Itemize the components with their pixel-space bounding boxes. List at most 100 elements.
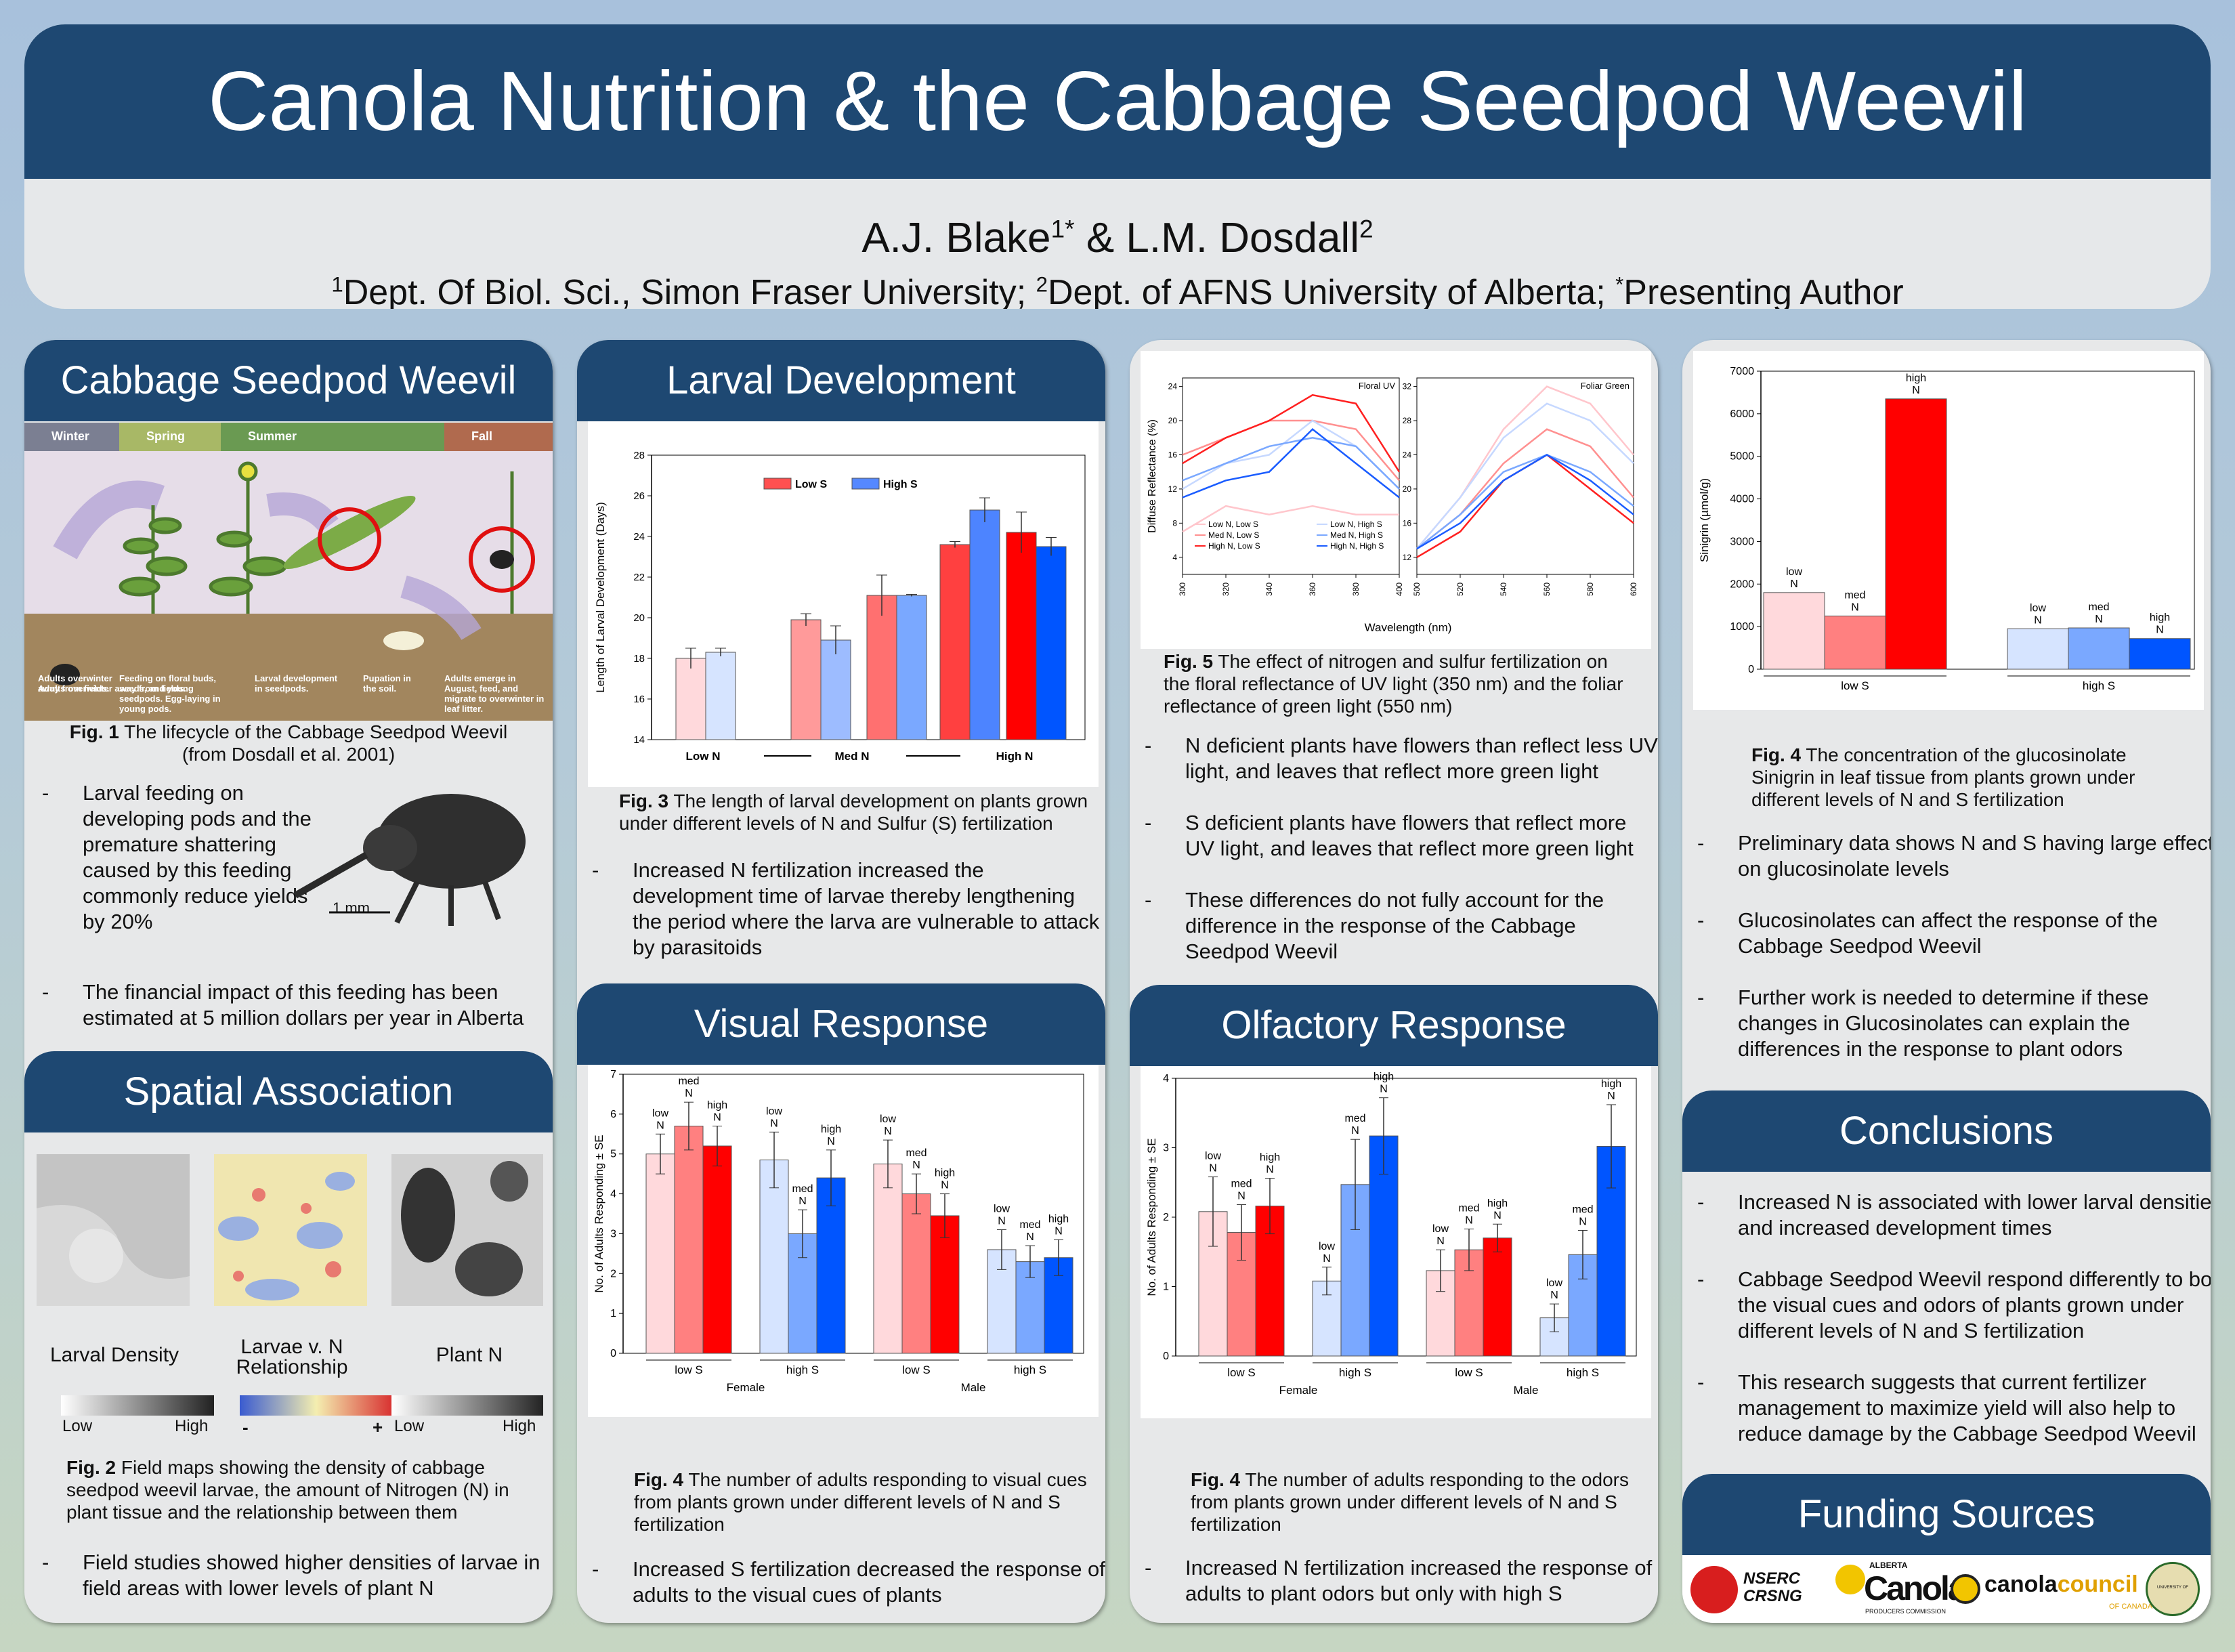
- visual-heading: Visual Response: [577, 983, 1105, 1065]
- y-tick-label: 20: [1403, 484, 1412, 494]
- y-tick-label: 32: [1403, 382, 1412, 391]
- legend-high-s: High S: [883, 479, 918, 490]
- n-marker: N: [884, 1126, 892, 1137]
- series-line: [1182, 394, 1401, 473]
- n-marker: N: [1266, 1164, 1274, 1176]
- x-tick-label: 540: [1499, 583, 1508, 596]
- bar: [1763, 592, 1825, 670]
- conclusion-3: This research suggests that current fert…: [1697, 1370, 2211, 1447]
- level-label: med: [2088, 601, 2109, 613]
- fig1-label: Fig. 1: [69, 721, 119, 742]
- council-text: council: [2057, 1571, 2138, 1597]
- map-label-relationship: Larvae v. N Relationship: [236, 1336, 348, 1378]
- level-label: med: [678, 1076, 699, 1087]
- weevil-heading: Cabbage Seedpod Weevil: [24, 340, 553, 421]
- level-label: low: [994, 1204, 1010, 1215]
- panel-frame: [1182, 377, 1400, 575]
- stage-label-2: Feeding on floral buds, seeds, and young…: [119, 673, 221, 714]
- conclusion-2: Cabbage Seedpod Weevil respond different…: [1697, 1267, 2211, 1344]
- y-tick-label: 4: [610, 1189, 616, 1200]
- n-marker: N: [1323, 1253, 1331, 1265]
- y-tick-label: 1000: [1730, 621, 1754, 633]
- y-tick-label: 6: [610, 1109, 616, 1120]
- legend1-low: Low: [62, 1417, 93, 1435]
- bar: [820, 639, 851, 740]
- fig3-caption: Fig. 3 The length of larval development …: [619, 790, 1093, 834]
- sex-label-female: Female: [727, 1381, 765, 1394]
- legend-swatch-low-s: [763, 478, 792, 490]
- level-label: high: [1048, 1213, 1069, 1225]
- x-label-med-n: Med N: [835, 750, 870, 763]
- y-tick-label: 12: [1168, 484, 1178, 494]
- legend1-high: High: [175, 1417, 209, 1435]
- level-label: low: [652, 1107, 668, 1119]
- y-axis-label: Length of Larval Development (Days): [594, 502, 607, 693]
- y-tick-label: 5000: [1730, 451, 1754, 463]
- author-2-sup: 2: [1359, 214, 1374, 243]
- panel-title: Foliar Green: [1581, 381, 1630, 391]
- y-tick-label: 8: [1172, 518, 1177, 528]
- funding-heading: Funding Sources: [1682, 1474, 2211, 1555]
- y-tick-label: 0: [1748, 664, 1754, 675]
- reflectance-chart: Diffuse Reflectance (%) Wavelength (nm) Fl…: [1141, 351, 1651, 649]
- bar: [896, 595, 927, 740]
- level-label: low: [1432, 1223, 1449, 1235]
- n-marker: N: [770, 1118, 778, 1129]
- producers-text: PRODUCERS COMMISSION: [1865, 1608, 1946, 1615]
- bar: [2068, 627, 2130, 670]
- n-marker: N: [2034, 614, 2042, 626]
- bar: [816, 1177, 846, 1354]
- bar: [901, 1193, 931, 1354]
- stage-label-5: Adults emerge in August, feed, and migra…: [444, 673, 545, 714]
- y-tick-label: 28: [1403, 416, 1412, 425]
- group-label: low S: [902, 1363, 931, 1376]
- n-marker: N: [2095, 614, 2103, 625]
- panel-title: Floral UV: [1359, 381, 1396, 391]
- conclusions-heading: Conclusions: [1682, 1090, 2211, 1172]
- level-label: high: [2150, 612, 2170, 624]
- legend-entry: Med N, High S: [1330, 530, 1383, 540]
- affil-2: Dept. of AFNS University of Alberta;: [1048, 273, 1616, 309]
- y-axis-label: Diffuse Reflectance (%): [1147, 419, 1158, 533]
- x-tick-label: 520: [1455, 583, 1465, 596]
- stage-label-1: Adults overwinter away from fields.: [38, 673, 112, 694]
- poster-title: Canola Nutrition & the Cabbage Seedpod W…: [207, 55, 2028, 148]
- spatial-heading: Spatial Association: [24, 1051, 553, 1132]
- group-label: high S: [1014, 1363, 1046, 1376]
- conclusion-1: Increased N is associated with lower lar…: [1697, 1189, 2211, 1241]
- column-1-panel: Cabbage Seedpod Weevil Winter Spring Sum…: [24, 340, 553, 1623]
- n-marker: N: [1550, 1290, 1558, 1301]
- affil-1-sup: 1: [331, 272, 343, 297]
- sex-label-male: Male: [961, 1381, 986, 1394]
- y-tick-label: 24: [1403, 450, 1412, 459]
- bar: [1885, 398, 1947, 670]
- y-tick-label: 26: [633, 490, 645, 502]
- n-marker: N: [941, 1180, 949, 1191]
- n-marker: N: [1351, 1125, 1359, 1137]
- stage-label-4: Pupation in the soil.: [363, 673, 411, 694]
- y-tick-label: 2: [610, 1268, 616, 1279]
- fig4-sin-text: The concentration of the glucosinolate S…: [1751, 744, 2135, 810]
- nserc-text: NSERC: [1743, 1569, 1801, 1588]
- n-marker: N: [1055, 1225, 1063, 1237]
- series-line: [1416, 454, 1634, 550]
- y-tick-label: 20: [633, 612, 645, 624]
- series-line: [1182, 437, 1400, 490]
- fig5-text: The effect of nitrogen and sulfur fertil…: [1164, 651, 1623, 717]
- season-winter: Winter: [24, 423, 119, 451]
- field-maps: [37, 1154, 543, 1416]
- n-marker: N: [685, 1088, 693, 1099]
- bar: [645, 1153, 675, 1354]
- author-1-sup: 1*: [1050, 214, 1075, 243]
- level-label: low: [1786, 566, 1802, 578]
- fig3-text: The length of larval development on plan…: [619, 790, 1088, 834]
- y-tick-label: 16: [633, 694, 645, 705]
- group-label: high S: [1567, 1366, 1599, 1379]
- reflect-bullet-2: S deficient plants have flowers that ref…: [1145, 810, 1658, 862]
- n-marker: N: [1026, 1231, 1034, 1243]
- y-tick-label: 24: [1168, 382, 1178, 391]
- y-tick-label: 7000: [1730, 366, 1754, 377]
- reflect-bullet-1: N deficient plants have flowers than ref…: [1145, 733, 1658, 784]
- level-label: low: [766, 1105, 782, 1117]
- ualberta-logo: UNIVERSITY OF ALBERTA: [2146, 1562, 2200, 1616]
